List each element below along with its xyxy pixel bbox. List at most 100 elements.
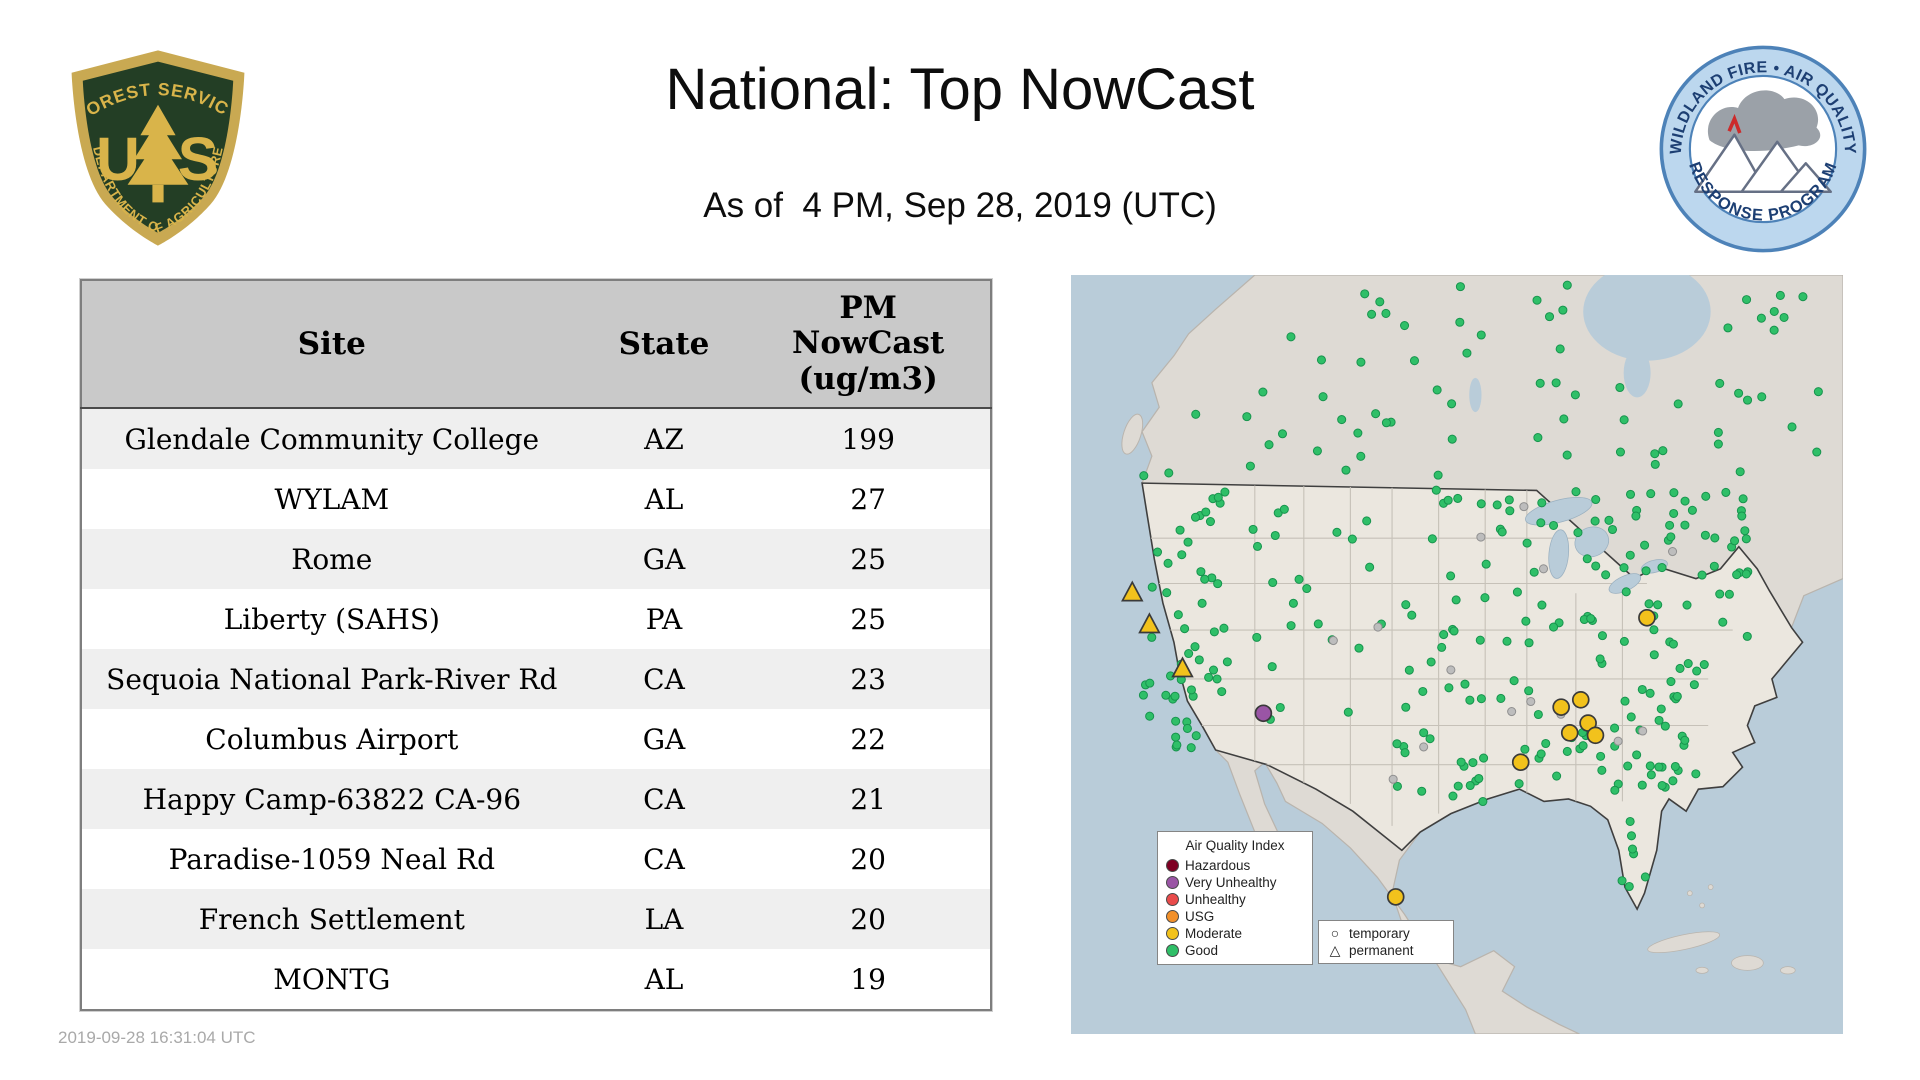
monitor-dot-good — [1640, 872, 1650, 882]
column-header: Site — [81, 280, 582, 409]
monitor-dot-good — [1347, 534, 1357, 544]
monitor-dot-good — [1666, 532, 1676, 542]
monitor-dot-good — [1404, 665, 1414, 675]
vancouver-island — [1121, 413, 1144, 455]
monitor-dot-good — [1431, 485, 1441, 495]
monitor-dot-good — [1743, 395, 1753, 405]
monitor-dot-good — [1601, 570, 1611, 580]
monitor-dot-good — [1212, 674, 1222, 684]
monitor-dot-good — [1432, 385, 1442, 395]
monitor-dot-good — [1619, 415, 1629, 425]
table-row: Happy Camp-63822 CA-96 CA 21 — [81, 769, 991, 829]
monitor-dot-good — [1619, 636, 1629, 646]
monitor-moderate[interactable] — [1386, 888, 1405, 906]
monitor-dot-good — [1171, 732, 1181, 742]
monitor-dot-good — [1294, 574, 1304, 584]
monitor-dot-good — [1669, 508, 1679, 519]
monitor-dot-good — [1645, 761, 1655, 771]
monitor-dot-good — [1610, 723, 1620, 733]
monitor-dot-good — [1279, 504, 1289, 514]
monitor-dot-good — [1356, 357, 1366, 367]
table-cell: 23 — [850, 662, 886, 696]
monitor-dot-good — [1653, 600, 1663, 610]
monitor-moderate[interactable] — [1586, 726, 1605, 745]
monitor-dot-good — [1354, 643, 1364, 653]
monitor-dot-good — [1252, 632, 1262, 642]
table-row: Rome GA 25 — [81, 529, 991, 589]
monitor-moderate[interactable] — [1560, 724, 1579, 742]
monitor-dot-good — [1625, 816, 1635, 827]
table-cell: AZ — [644, 422, 684, 456]
monitor-dot-good — [1172, 740, 1182, 750]
monitor-dot-good — [1268, 577, 1278, 588]
monitor-dot-good — [1313, 619, 1323, 629]
monitor-dot-good — [1264, 440, 1274, 450]
monitor-dot-good — [1650, 449, 1660, 459]
monitor-dot-good — [1626, 831, 1637, 841]
monitor-moderate[interactable] — [1511, 753, 1530, 772]
monitor-dot-good — [1152, 547, 1163, 557]
monitor-dot-good — [1270, 530, 1280, 541]
monitor-dot-inactive — [1538, 564, 1549, 574]
monitor-dot-good — [1701, 491, 1711, 501]
monitor-dot-good — [1658, 446, 1668, 456]
monitor-dot-good — [1481, 559, 1491, 569]
monitor-dot-good — [1625, 489, 1636, 499]
table-cell: Paradise-1059 Neal Rd — [168, 842, 496, 876]
monitor-dot-good — [1544, 312, 1555, 322]
monitor-dot-good — [1312, 446, 1322, 456]
monitor-dot-good — [1186, 685, 1196, 695]
monitor-dot-good — [1536, 749, 1546, 759]
monitor-dot-good — [1730, 536, 1740, 546]
column-header: State — [581, 280, 747, 409]
monitor-dot-good — [1407, 610, 1417, 620]
legend-label: Moderate — [1185, 926, 1243, 941]
aqi-map[interactable]: Air Quality Index Hazardous Very Unhealth… — [1071, 275, 1843, 1034]
monitor-dot-good — [1213, 492, 1223, 502]
monitor-dot-good — [1524, 638, 1534, 648]
monitor-dot-good — [1332, 527, 1342, 537]
monitor-dot-good — [1456, 757, 1466, 767]
monitor-dot-good — [1535, 378, 1545, 388]
monitor-dot-good — [1555, 344, 1565, 354]
monitor-dot-good — [1769, 325, 1779, 335]
monitor-dot-good — [1624, 881, 1634, 892]
monitor-dot-good — [1161, 690, 1171, 700]
monitor-dot-good — [1476, 330, 1486, 340]
monitor-dot-good — [1462, 348, 1472, 358]
monitor-moderate[interactable] — [1638, 608, 1656, 627]
monitor-dot-good — [1646, 489, 1656, 499]
monitor-dot-good — [1682, 600, 1692, 610]
monitor-dot-good — [1637, 684, 1647, 695]
monitor-dot-good — [1267, 662, 1277, 672]
monitor-dot-good — [1670, 761, 1680, 772]
monitor-dot-good — [1242, 412, 1252, 422]
monitor-dot-good — [1425, 734, 1435, 744]
monitor-dot-good — [1626, 712, 1636, 722]
monitor-dot-good — [1392, 781, 1402, 791]
monitor-moderate[interactable] — [1552, 698, 1570, 716]
monitor-dot-good — [1217, 687, 1227, 697]
aqi-legend-title: Air Quality Index — [1185, 838, 1285, 853]
monitor-dot-good — [1522, 538, 1532, 548]
monitor-dot-good — [1443, 495, 1453, 505]
monitor-dot-good — [1586, 613, 1596, 624]
flame-icon — [1727, 113, 1742, 134]
shape-legend: ○ temporary △ permanent — [1318, 920, 1454, 964]
monitor-moderate[interactable] — [1571, 690, 1590, 709]
monitor-very-unhealthy[interactable] — [1254, 704, 1273, 723]
monitor-dot-good — [1449, 626, 1459, 636]
legend-item: Moderate — [1166, 925, 1304, 942]
monitor-dot-good — [1205, 517, 1215, 527]
monitor-moderate-permanent[interactable] — [1121, 580, 1144, 602]
monitor-dot-good — [1502, 636, 1512, 646]
legend-item: Very Unhealthy — [1166, 874, 1304, 891]
monitor-moderate-permanent[interactable] — [1171, 656, 1194, 678]
nowcast-table: Site State PM NowCast (ug/m3) Glendale Com… — [80, 279, 992, 1011]
monitor-dot-good — [1138, 690, 1148, 700]
monitor-dot-good — [1623, 761, 1633, 771]
monitor-dot-good — [1451, 595, 1461, 605]
monitor-moderate-permanent[interactable] — [1138, 612, 1161, 634]
monitor-dot-good — [1401, 702, 1411, 712]
monitor-dot-good — [1465, 695, 1475, 705]
